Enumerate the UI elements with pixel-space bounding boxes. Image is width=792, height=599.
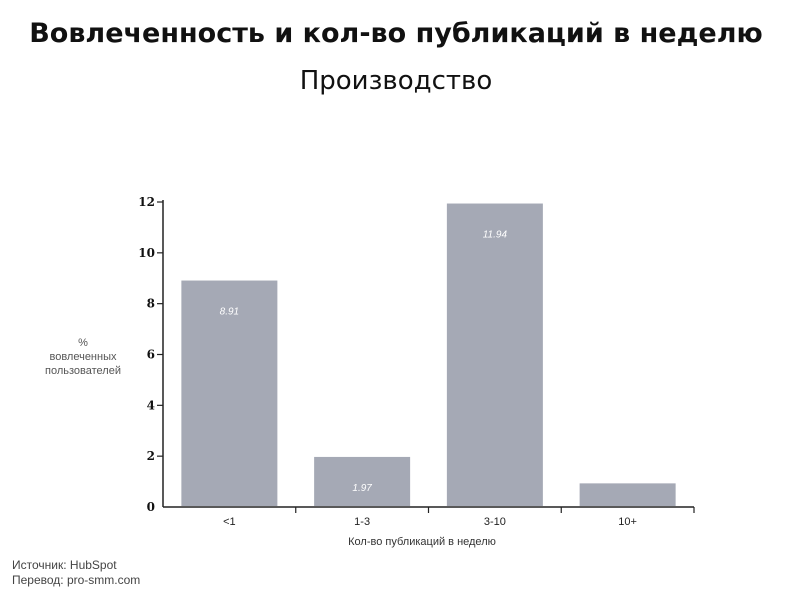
category-label-1: 1-3 [354, 516, 370, 528]
category-label-3: 10+ [618, 516, 637, 528]
y-axis-label: % вовлеченных пользователей [28, 336, 138, 378]
chart-title: Вовлеченность и кол-во публикаций в неде… [29, 18, 763, 49]
y-tick-label: 0 [147, 500, 155, 514]
y-tick-label: 6 [147, 348, 155, 362]
bar-0 [181, 280, 278, 506]
bar-1 [314, 456, 411, 506]
chart-subtitle: Производство [299, 66, 493, 96]
translation-line: Перевод: pro-smm.com [12, 573, 141, 587]
y-tick-label: 10 [138, 246, 155, 260]
data-label-2: 11.94 [483, 230, 508, 241]
category-label-2: 3-10 [484, 516, 506, 528]
category-label-0: <1 [223, 516, 236, 528]
y-tick-label: 4 [147, 398, 155, 412]
bar-2 [446, 203, 543, 506]
source-note: Источник: HubSpot Перевод: pro-smm.com [12, 558, 140, 588]
source-line: Источник: HubSpot [12, 558, 117, 572]
y-tick-label: 12 [138, 195, 155, 209]
data-label-3: 0.93 [618, 509, 638, 520]
bar-3 [579, 483, 676, 506]
y-axis-label-line-1: % [78, 337, 88, 349]
data-label-0: 8.91 [220, 307, 239, 318]
y-tick-label: 8 [147, 297, 155, 311]
y-tick-label: 2 [147, 449, 155, 463]
y-axis-label-line-3: пользователей [45, 365, 121, 377]
x-axis-label: Кол-во публикаций в неделю [348, 536, 496, 548]
data-label-1: 1.97 [352, 483, 372, 494]
y-axis-label-line-2: вовлеченных [49, 351, 117, 363]
